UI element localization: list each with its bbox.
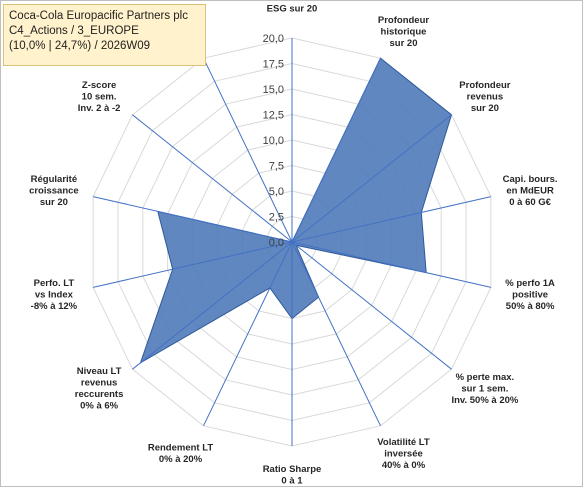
axis-label-line: sur 1 sem. [461,383,508,394]
axis-label-line: Niveau LT [77,366,122,377]
axis-label-12: Z-score 10 sem. Inv. 2 à -2 [78,80,121,114]
axis-label-line: Inv. 2 à -2 [78,103,121,114]
axis-label-line: -8% à 12% [31,301,78,312]
axis-label-line: % perfo 1A [505,278,555,289]
axis-label-line: sur 20 [40,197,68,208]
axis-label-line: croissance [29,185,79,196]
axis-label-line: Inv. 50% à 20% [451,395,518,406]
axis-label-line: sur 20 [390,38,418,49]
spoke-5 [291,241,452,370]
axis-label-line: Régularité [31,174,77,185]
title-company: Coca-Cola Europacific Partners plc [9,10,188,22]
tick-label: 20,0 [263,33,284,45]
tick-label: 7,5 [269,161,284,173]
chart-title-box: Coca-Cola Europacific Partners plc C4_Ac… [3,4,206,66]
axis-label-line: Perfo. LT [34,278,75,289]
axis-label-5: % perte max. sur 1 sem. Inv. 50% à 20% [451,372,518,406]
axis-label-line: 0% à 6% [80,401,119,412]
axis-label-line: Note [281,0,302,3]
axis-label-line: 0% à 20% [159,454,203,465]
spoke-9 [132,241,293,370]
axis-label-2: Profondeur revenus sur 20 [459,80,510,114]
axis-label-line: Capi. bours. [503,174,558,185]
axis-label-line: revenus [81,378,117,389]
spoke-2 [291,114,452,243]
axis-label-line: 40% à 0% [382,460,426,471]
spoke-11 [92,196,293,243]
axis-label-line: vs Index [35,290,74,301]
spoke-3 [291,196,492,243]
axis-label-line: 0 à 60 G€ [509,197,551,208]
axis-label-4: % perfo 1A positive 50% à 80% [505,278,555,312]
axis-label-line: historique [381,27,427,38]
tick-label: 5,0 [269,186,284,198]
tick-label: 0,0 [269,237,284,249]
radar-tick-labels: 0,0 2,5 5,0 7,5 10,0 12,5 15,0 17,5 20,0 [263,33,284,249]
spoke-12 [132,114,293,243]
axis-label-1: Profondeur historique sur 20 [378,15,429,49]
axis-label-8: Rendement LT 0% à 20% [148,443,213,466]
title-category: C4_Actions / 3_EUROPE [9,25,139,37]
axis-label-0: NoteESG sur 20 [267,0,318,15]
axis-label-3: Capi. bours. en MdEUR 0 à 60 G€ [503,174,558,208]
axis-label-line: Volatilité LT [377,437,430,448]
axis-label-line: revenus [467,92,503,103]
tick-label: 2,5 [269,212,284,224]
spoke-10 [92,241,293,288]
spoke-4 [291,241,492,288]
radar-spokes [92,38,492,446]
axis-label-line: inversée [384,448,423,459]
tick-label: 17,5 [263,59,284,71]
axis-label-line: 50% à 80% [506,301,555,312]
axis-label-line: ESG sur 20 [267,4,318,15]
axis-label-11: Régularité croissance sur 20 [29,174,79,208]
spoke-13 [203,57,293,243]
tick-label: 15,0 [263,84,284,96]
axis-label-line: Ratio Sharpe [263,464,322,475]
axis-label-line: en MdEUR [506,185,554,196]
axis-label-line: 0 à 1 [281,476,303,487]
axis-label-line: sur 20 [471,103,499,114]
tick-label: 12,5 [263,110,284,122]
axis-label-line: 10 sem. [82,92,117,103]
axis-label-line: Z-score [82,80,116,91]
spoke-1 [291,57,381,243]
axis-label-6: Volatilité LT inversée 40% à 0% [377,437,430,471]
title-period: (10,0% | 24,7%) / 2026W09 [9,40,151,52]
axis-label-10: Perfo. LT vs Index -8% à 12% [31,278,78,312]
axis-label-9: Niveau LT revenus reccurents 0% à 6% [75,366,124,412]
axis-label-line: Profondeur [378,15,429,26]
axis-label-line: Profondeur [459,80,510,91]
axis-label-line: % perte max. [456,372,515,383]
tick-label: 10,0 [263,135,284,147]
axis-label-7: Ratio Sharpe 0 à 1 [263,464,322,487]
spoke-6 [291,241,381,427]
axis-label-line: positive [512,290,548,301]
axis-label-line: Rendement LT [148,443,213,454]
axis-label-line: reccurents [75,389,124,400]
spoke-8 [203,241,293,427]
